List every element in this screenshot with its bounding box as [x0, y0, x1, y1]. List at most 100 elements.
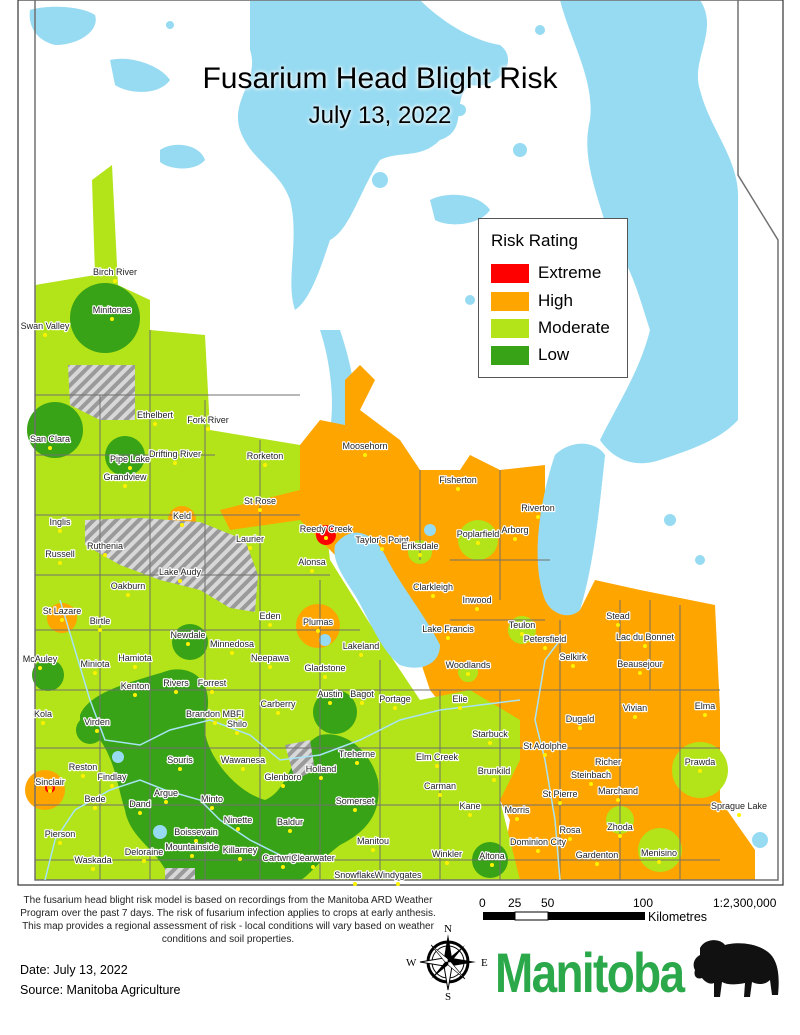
rivers	[44, 599, 561, 881]
town-label: Austin	[317, 689, 342, 699]
town-label: Kenton	[121, 681, 150, 691]
town: Petersfield	[523, 633, 567, 650]
town-dot	[258, 508, 262, 512]
town-label: Portage	[379, 694, 411, 704]
compass-e: E	[481, 957, 488, 969]
lake-manitoba	[334, 532, 440, 668]
town-label: Elie	[452, 694, 467, 704]
municipal-boundaries	[35, 330, 720, 880]
town-dot	[568, 837, 572, 841]
town: Baldur	[276, 816, 304, 833]
town-dot	[589, 782, 593, 786]
legend-item-low: Low	[491, 345, 569, 365]
town-dot	[616, 623, 620, 627]
lake	[595, 55, 605, 65]
town-label: Drifting River	[149, 449, 201, 459]
no-data-area	[285, 740, 315, 780]
town: Kola	[33, 708, 53, 725]
lake	[112, 751, 124, 763]
lake-winnipeg-south	[537, 443, 605, 616]
town-label: Poplarfield	[457, 529, 500, 539]
town: Lakeland	[342, 640, 380, 657]
town-label: Altona	[479, 851, 505, 861]
town-dot	[319, 776, 323, 780]
lake	[695, 555, 705, 565]
town-dot	[359, 653, 363, 657]
town: Zhoda	[606, 821, 634, 838]
town-label: Brandon MBFI	[186, 709, 244, 719]
town-label: Findlay	[97, 772, 127, 782]
town: Laurier	[235, 533, 265, 550]
town-dot	[536, 849, 540, 853]
town: Hamiota	[117, 652, 153, 669]
bison-logo-icon	[693, 940, 779, 997]
town: Rorketon	[246, 450, 284, 467]
town-dot	[133, 665, 137, 669]
town-dot	[186, 642, 190, 646]
town-label: Lac du Bonnet	[616, 632, 675, 642]
town: Sinclair	[34, 776, 66, 793]
town-label: Birch River	[93, 267, 137, 277]
town: Boissevain	[173, 826, 219, 843]
town: Birch River	[92, 266, 138, 283]
town-label: Cartwright	[262, 853, 304, 863]
town-dot	[475, 607, 479, 611]
town-label: Lakeland	[343, 641, 380, 651]
town-dot	[468, 813, 472, 817]
town-dot	[38, 666, 42, 670]
town-dot	[657, 860, 661, 864]
town-dot	[98, 628, 102, 632]
legend-label: Low	[538, 345, 570, 364]
town-label: Somerset	[336, 796, 375, 806]
town: Alonsa	[297, 556, 327, 573]
town: Clarkleigh	[412, 581, 454, 598]
lake	[237, 0, 509, 310]
town: Fork River	[186, 414, 230, 431]
town: Forrest	[197, 677, 228, 694]
date-line: Date: July 13, 2022	[20, 963, 128, 977]
source-line: Source: Manitoba Agriculture	[20, 983, 181, 997]
town-label: Grandview	[103, 472, 147, 482]
town-label: Kola	[34, 709, 52, 719]
town-dot	[558, 801, 562, 805]
lake	[513, 143, 527, 157]
low-region	[76, 716, 104, 744]
town-dot	[58, 841, 62, 845]
town-label: Dominion City	[510, 837, 567, 847]
town-dot	[515, 817, 519, 821]
town-dot	[93, 671, 97, 675]
town-label: Fisherton	[439, 475, 477, 485]
town-dot	[48, 789, 52, 793]
town-label: Pierson	[45, 829, 76, 839]
town: Inglis	[48, 516, 72, 533]
moderate-patch	[508, 616, 536, 644]
town-label: Eden	[259, 611, 280, 621]
town-dot	[58, 561, 62, 565]
town-dot	[353, 882, 357, 886]
lake	[752, 832, 768, 848]
town: Eriksdale	[400, 540, 440, 557]
town: Arborg	[500, 524, 530, 541]
town-label: Pipe Lake	[110, 454, 150, 464]
town-label: Inwood	[462, 595, 491, 605]
town: Shilo	[226, 718, 248, 735]
town-label: Waskada	[74, 855, 111, 865]
town: Elma	[694, 700, 716, 717]
town-label: Rosa	[559, 825, 580, 835]
no-data-area	[165, 868, 195, 880]
town-dot	[60, 618, 64, 622]
town-dot	[93, 806, 97, 810]
town-label: Laurier	[236, 534, 264, 544]
town: Austin	[316, 688, 344, 705]
town: Gardenton	[575, 849, 619, 866]
town-dot	[703, 713, 707, 717]
town-dot	[396, 882, 400, 886]
town: Carberry	[259, 698, 297, 715]
town-label: St Adolphe	[523, 741, 567, 751]
compass-n: N	[444, 923, 452, 935]
town-dot	[173, 461, 177, 465]
town: Winkler	[431, 848, 463, 865]
town-label: Lake Francis	[422, 624, 474, 634]
town-dot	[536, 515, 540, 519]
lake	[166, 21, 174, 29]
